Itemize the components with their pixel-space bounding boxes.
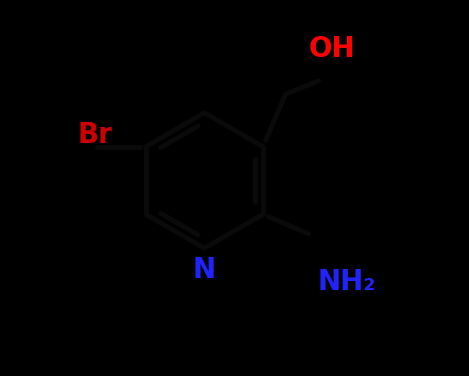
- Text: Br: Br: [78, 121, 113, 149]
- Text: N: N: [193, 256, 216, 284]
- Text: NH₂: NH₂: [317, 268, 376, 296]
- Text: OH: OH: [309, 35, 356, 63]
